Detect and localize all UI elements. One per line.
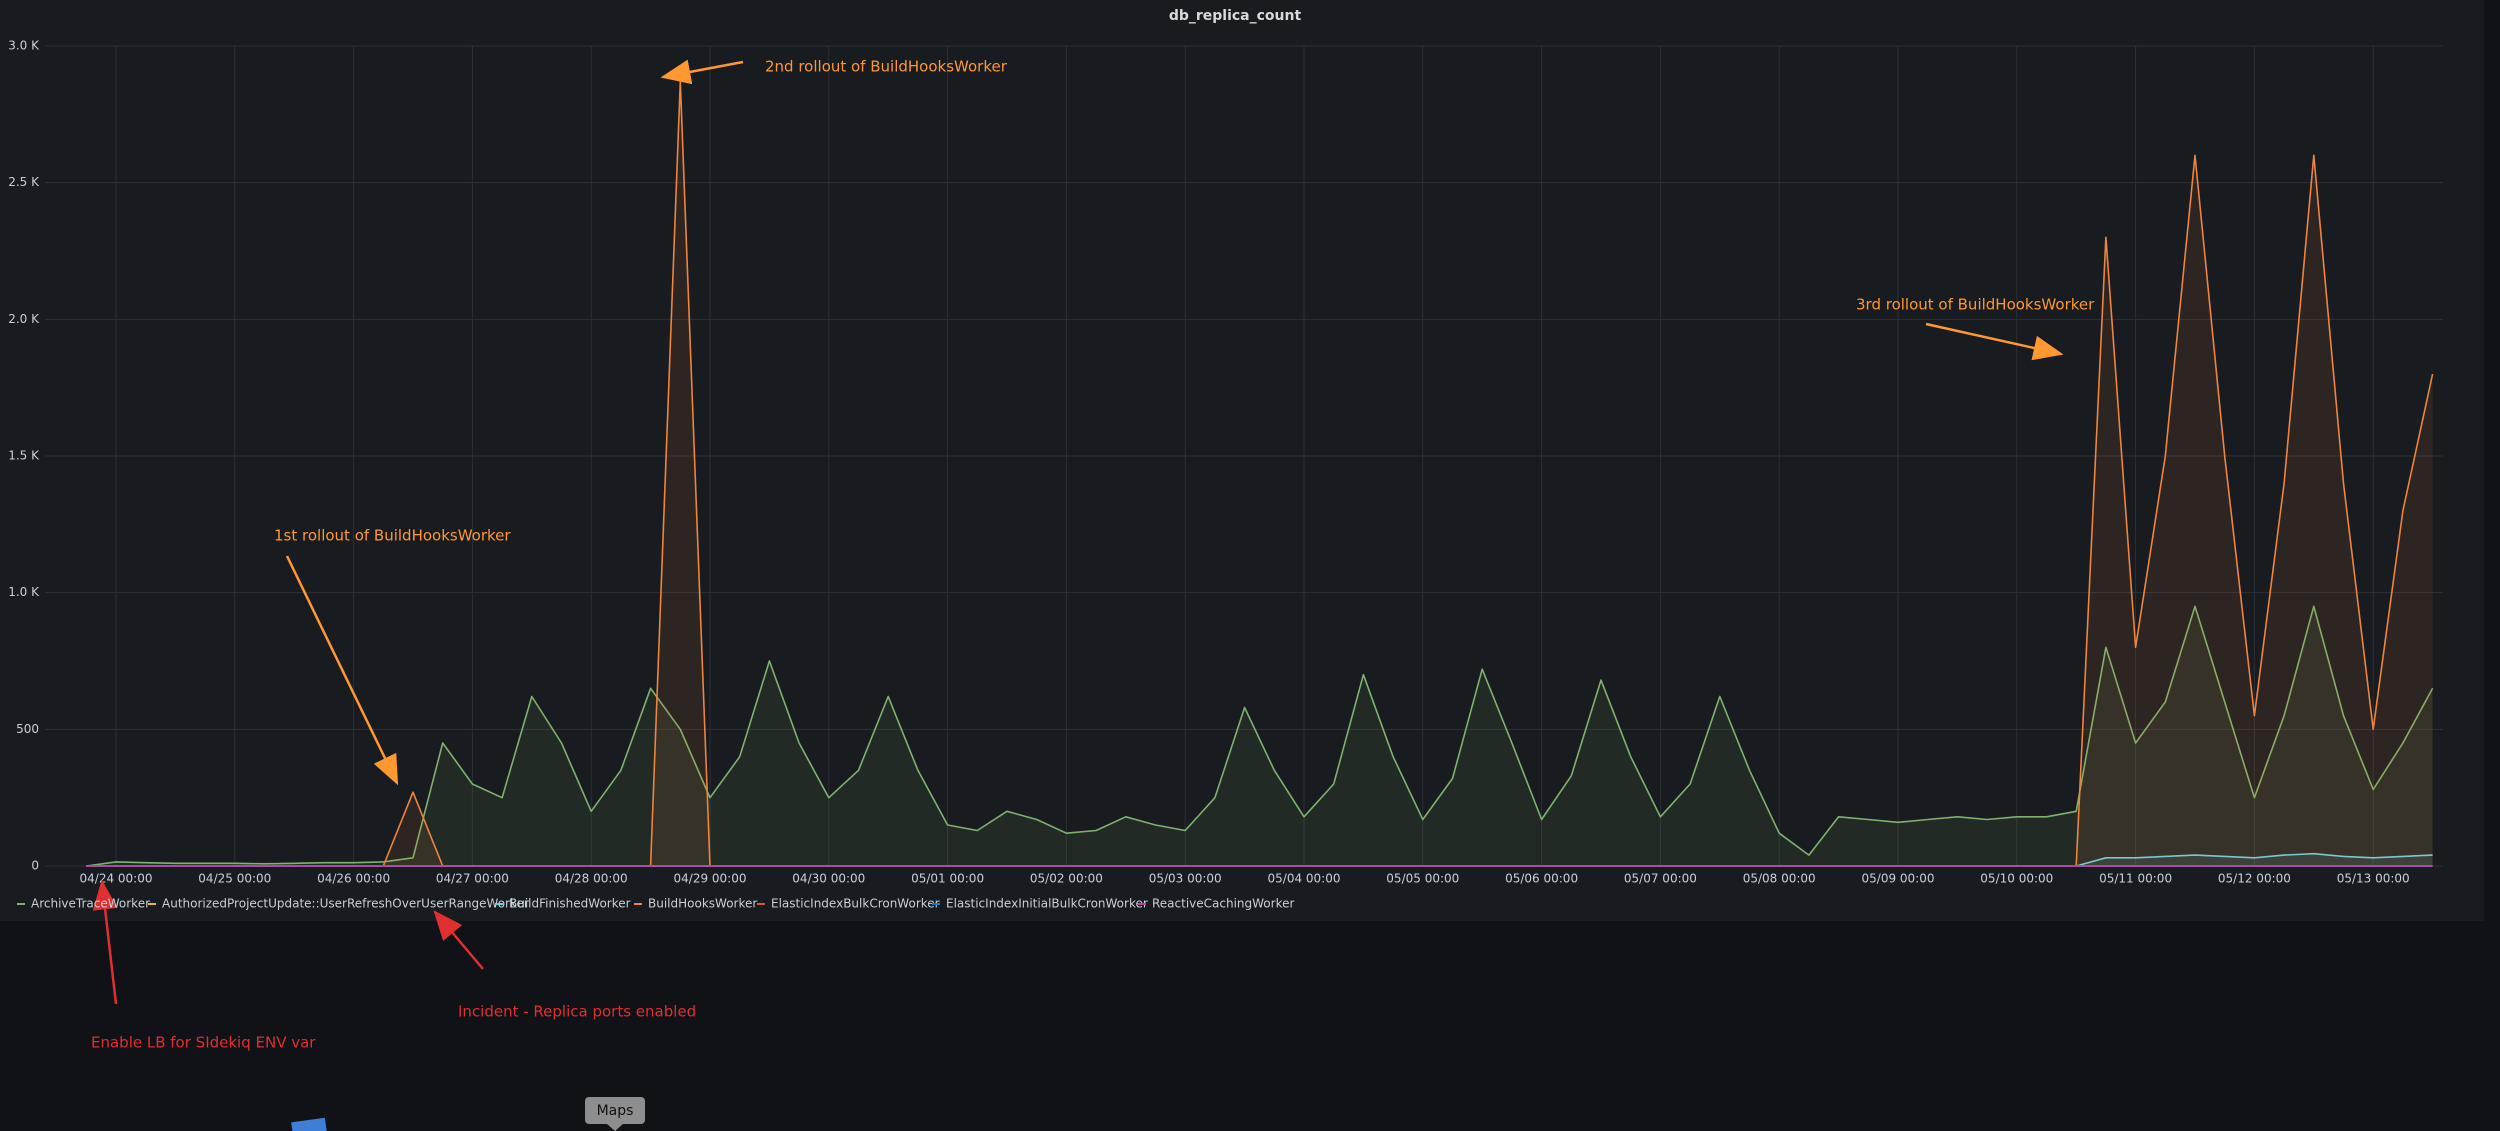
- x-tick-label: 04/26 00:00: [317, 872, 390, 886]
- x-tick-label: 05/06 00:00: [1505, 872, 1578, 886]
- annotation-arrow: [285, 555, 399, 786]
- plot-area: 0 500 1.0 K 1.5 K 2.0 K 2.5 K 3.0 K 04/24 00:00…: [8, 39, 2443, 886]
- y-tick-label: 1.5 K: [8, 449, 40, 463]
- panel-title: db_replica_count: [1169, 8, 1302, 24]
- legend-label: ElasticIndexInitialBulkCronWorker: [946, 897, 1148, 911]
- series-area: [86, 606, 2433, 866]
- x-tick-label: 05/09 00:00: [1862, 872, 1935, 886]
- y-tick-label: 3.0 K: [8, 39, 40, 53]
- annotation-text: 2nd rollout of BuildHooksWorker: [765, 58, 1008, 76]
- tooltip-box: [585, 1097, 645, 1124]
- legend-label: BuildFinishedWorker: [509, 897, 631, 911]
- annotation-text: Incident - Replica ports enabled: [458, 1003, 696, 1021]
- legend-label: ElasticIndexBulkCronWorker: [771, 897, 940, 911]
- legend-label: ReactiveCachingWorker: [1152, 897, 1294, 911]
- x-tick-label: 05/08 00:00: [1743, 872, 1816, 886]
- x-tick-label: 04/29 00:00: [674, 872, 747, 886]
- legend-label: ArchiveTraceWorker: [31, 897, 150, 911]
- annotation-arrow: [660, 59, 744, 85]
- y-tick-label: 0: [31, 859, 39, 873]
- series-area: [86, 853, 2433, 866]
- annotation-arrow: [433, 910, 484, 970]
- annotation-text: 3rd rollout of BuildHooksWorker: [1856, 296, 2095, 314]
- icon: [291, 1117, 327, 1131]
- x-tick-label: 05/05 00:00: [1386, 872, 1459, 886]
- x-tick-label: 04/28 00:00: [555, 872, 628, 886]
- x-tick-label: 05/02 00:00: [1030, 872, 1103, 886]
- tooltip-pointer: [607, 1124, 623, 1131]
- x-tick-label: 05/03 00:00: [1149, 872, 1222, 886]
- x-tick-label: 04/27 00:00: [436, 872, 509, 886]
- y-tick-label: 1.0 K: [8, 585, 40, 599]
- y-tick-label: 2.5 K: [8, 175, 40, 189]
- annotation-text: 1st rollout of BuildHooksWorker: [274, 527, 511, 545]
- x-tick-label: 05/10 00:00: [1980, 872, 2053, 886]
- x-tick-label: 05/04 00:00: [1268, 872, 1341, 886]
- annotation-arrow: [1925, 322, 2064, 361]
- series-line: [86, 605, 2434, 867]
- annotation-text: Enable LB for SIdekiq ENV var: [91, 1034, 316, 1052]
- x-tick-label: 05/12 00:00: [2218, 872, 2291, 886]
- annotation-arrow: [92, 879, 118, 1005]
- x-tick-label: 05/01 00:00: [911, 872, 984, 886]
- x-tick-label: 04/25 00:00: [198, 872, 271, 886]
- x-tick-label: 04/30 00:00: [792, 872, 865, 886]
- legend-label: BuildHooksWorker: [648, 897, 757, 911]
- y-tick-label: 500: [16, 722, 39, 736]
- y-tick-label: 2.0 K: [8, 312, 40, 326]
- legend-label: AuthorizedProjectUpdate::UserRefreshOver…: [162, 897, 529, 911]
- tooltip-text[interactable]: Maps: [597, 1103, 634, 1119]
- x-tick-label: 04/24 00:00: [80, 872, 153, 886]
- x-tick-label: 05/07 00:00: [1624, 872, 1697, 886]
- x-tick-label: 05/11 00:00: [2099, 872, 2172, 886]
- x-tick-label: 05/13 00:00: [2337, 872, 2410, 886]
